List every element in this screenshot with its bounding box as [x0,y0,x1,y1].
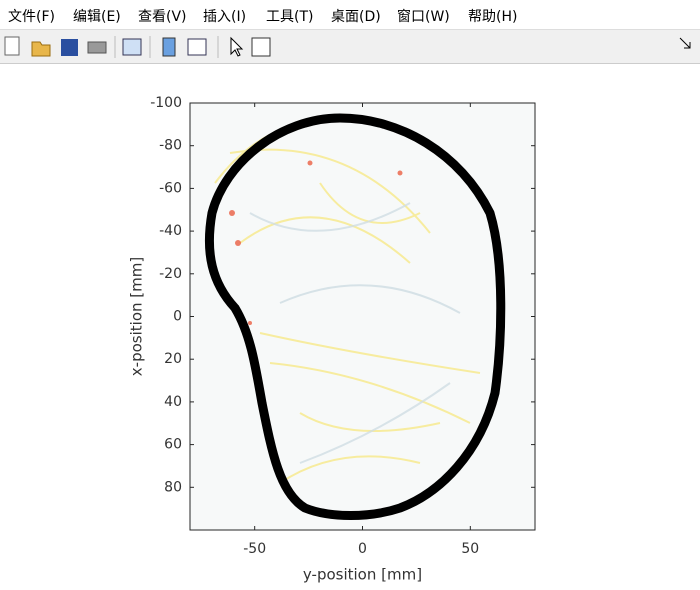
y-tick-label: 60 [164,437,182,453]
x-tick-label: 0 [358,541,367,557]
y-tick-label: -40 [159,223,182,239]
save-icon[interactable] [61,39,78,56]
y-tick-label: -100 [150,95,182,111]
menu-bar: 文件(F) 编辑(E) 查看(V) 插入(I) 工具(T) 桌面(D) 窗口(W) 帮助(H) [0,0,700,29]
new-icon[interactable] [4,36,20,56]
print-icon[interactable] [87,41,107,54]
property-icon[interactable] [251,37,271,57]
y-tick-label: 20 [164,351,182,367]
menu-item[interactable]: 查看(V) [138,9,187,25]
menu-item[interactable]: 编辑(E) [73,9,121,25]
x-axis-label: y-position [mm] [303,566,422,584]
x-tick-label: -50 [243,541,266,557]
menu-item[interactable]: 帮助(H) [468,9,518,25]
y-tick-label: -80 [159,138,182,154]
y-tick-label: 80 [164,479,182,495]
dock-icon[interactable] [679,37,691,49]
menu-item[interactable]: 文件(F) [8,9,55,25]
y-tick-label: 40 [164,394,182,410]
pointer-icon[interactable] [230,36,244,57]
axes: -50 0 50 -100 -80 -60 -40 -20 0 20 40 60 80 y-positio… [128,95,536,584]
link-icon[interactable] [122,38,142,56]
y-axis-label: x-position [mm] [128,257,146,376]
colorbar-icon[interactable] [162,37,176,57]
y-tick-label: -20 [159,266,182,282]
x-tick-label: 50 [461,541,479,557]
toolbar [0,29,700,64]
menu-item[interactable]: 桌面(D) [331,9,381,25]
image [190,103,535,530]
menu-item[interactable]: 工具(T) [266,9,314,25]
y-tick-label: 0 [173,309,182,325]
toolbar-icons [4,36,691,58]
menu-item[interactable]: 插入(I) [203,9,247,25]
menu-item[interactable]: 窗口(W) [397,9,450,25]
legend-icon[interactable] [187,38,207,56]
y-tick-label: -60 [159,180,182,196]
open-icon[interactable] [31,41,51,57]
